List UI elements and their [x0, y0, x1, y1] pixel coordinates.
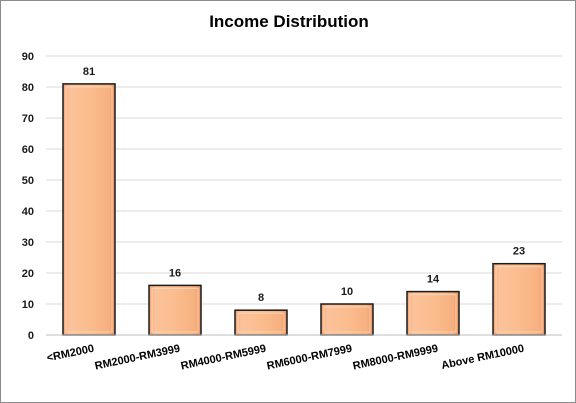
bar: [406, 290, 460, 336]
y-tick-label: 10: [22, 299, 34, 311]
x-tick-label: Above RM10000: [440, 343, 525, 372]
bar: [148, 284, 202, 336]
bar-bevel: [65, 86, 113, 333]
y-tick-label: 0: [28, 330, 34, 342]
y-tick-label: 40: [22, 206, 34, 218]
gridlines: [46, 55, 562, 305]
bars: 81 16 8 10 14 23: [62, 66, 546, 336]
data-label: 23: [513, 246, 525, 258]
y-axis: 0 10 20 30 40 50 60 70 80 90: [22, 51, 34, 342]
bar: [234, 309, 288, 336]
y-tick-label: 80: [22, 82, 34, 94]
chart-title: Income Distribution: [209, 12, 369, 31]
bar: [320, 303, 374, 336]
data-label: 10: [341, 286, 353, 298]
data-label: 81: [83, 66, 95, 78]
x-tick-label: <RM2000: [46, 343, 95, 365]
x-tick-label: RM2000-RM3999: [94, 343, 181, 373]
bar-bevel: [151, 287, 199, 333]
x-tick-label: RM8000-RM9999: [352, 343, 439, 373]
bar-bevel: [237, 312, 285, 333]
bar-bevel: [323, 306, 371, 333]
data-label: 8: [258, 292, 264, 304]
bar: [62, 83, 116, 336]
bar-bevel: [409, 294, 457, 333]
x-tick-label: RM6000-RM7999: [266, 343, 353, 373]
y-tick-label: 60: [22, 144, 34, 156]
y-tick-label: 50: [22, 175, 34, 187]
y-tick-label: 70: [22, 113, 34, 125]
x-tick-label: RM4000-RM5999: [180, 343, 267, 373]
y-tick-label: 90: [22, 51, 34, 63]
data-label: 14: [427, 274, 440, 286]
bar: [492, 262, 546, 336]
y-tick-label: 20: [22, 268, 34, 280]
data-label: 16: [169, 267, 181, 279]
x-axis: <RM2000RM2000-RM3999RM4000-RM5999RM6000-…: [46, 334, 562, 373]
bar-bevel: [495, 266, 543, 333]
y-tick-label: 30: [22, 237, 34, 249]
